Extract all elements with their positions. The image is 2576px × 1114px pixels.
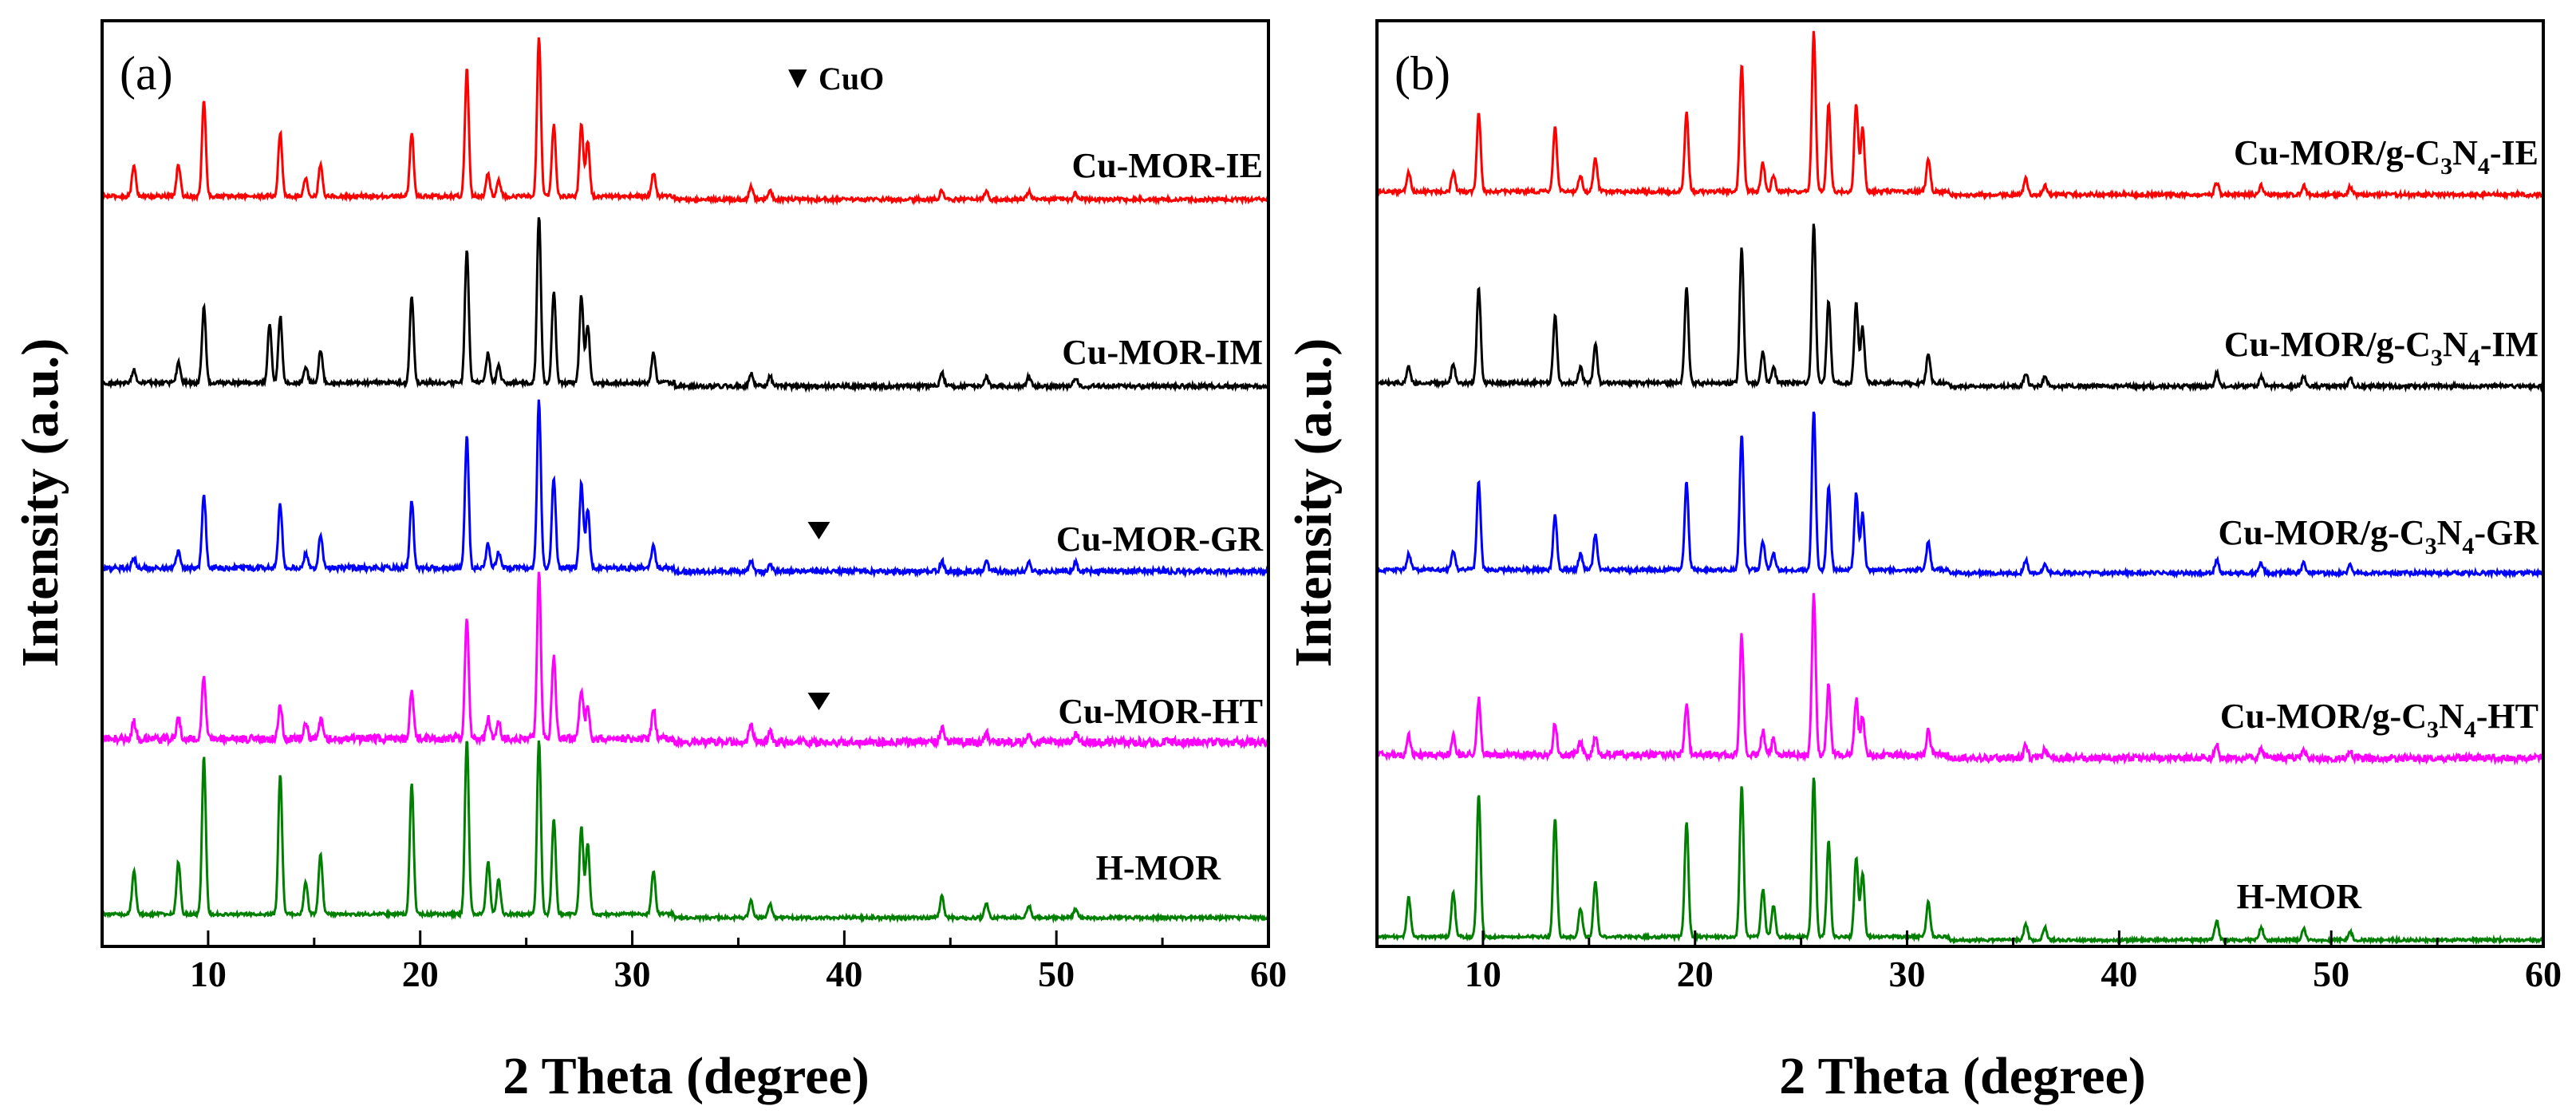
panel-label-b: (b) [1395,47,1450,100]
traces-b [1375,30,2545,946]
panel-a: Intensity (a.u.) 2 Theta (degree) (a) ▼ … [11,19,1287,1105]
series-label-a-0: Cu-MOR-IE [1071,146,1263,185]
series-labels-a: Cu-MOR-IE Cu-MOR-IM Cu-MOR-GR Cu-MOR-HT … [1056,146,1264,887]
trace-b-4 [1375,777,2545,946]
trace-a-0 [101,37,1270,206]
x-tick-label-b-20: 20 [1677,954,1714,994]
series-label-a-1: Cu-MOR-IM [1062,333,1263,372]
trace-a-4 [101,740,1270,924]
panel-label-a: (a) [120,47,173,100]
x-axis-title-a: 2 Theta (degree) [503,1047,869,1105]
x-tick-label-a-60: 60 [1250,954,1287,994]
x-tick-label-a-10: 10 [190,954,227,994]
series-label-a-4: H-MOR [1096,848,1222,887]
x-tick-label-a-30: 30 [614,954,651,994]
trace-a-1 [101,217,1269,393]
cuo-legend-marker: ▼ [782,59,814,95]
x-tick-label-b-50: 50 [2313,954,2349,994]
series-label-b-3: Cu-MOR/g-C3N4-HT [2220,697,2539,743]
trace-a-2 [101,399,1270,579]
traces-a [101,37,1270,924]
trace-b-1 [1376,223,2545,393]
series-label-a-2: Cu-MOR-GR [1056,519,1264,559]
plot-frame-b [1375,19,2545,948]
plot-frame-a [101,19,1270,948]
series-label-b-2: Cu-MOR/g-C3N4-GR [2218,513,2539,559]
series-label-b-1: Cu-MOR/g-C3N4-IM [2224,325,2539,371]
x-tick-label-a-50: 50 [1038,954,1075,994]
x-ticks-b: 10 20 30 40 50 60 [1375,930,2562,994]
x-tick-label-a-40: 40 [826,954,862,994]
y-axis-title-a: Intensity (a.u.) [11,338,69,668]
trace-b-3 [1375,593,2544,766]
trace-b-0 [1375,30,2544,201]
x-tick-label-b-10: 10 [1465,954,1501,994]
trace-a-3 [101,571,1270,750]
trace-b-2 [1375,411,2545,580]
series-label-b-4: H-MOR [2237,877,2363,916]
x-tick-label-b-40: 40 [2101,954,2137,994]
x-tick-label-b-60: 60 [2525,954,2562,994]
cuo-marker-a-2-0 [807,522,830,539]
x-ticks-a: 10 20 30 40 50 60 [101,930,1287,994]
panel-b: Intensity (a.u.) 2 Theta (degree) (b) 10… [1284,19,2562,1105]
x-tick-label-a-20: 20 [402,954,439,994]
series-label-b-0: Cu-MOR/g-C3N4-IE [2234,133,2539,180]
series-labels-b: Cu-MOR/g-C3N4-IE Cu-MOR/g-C3N4-IM Cu-MOR… [2218,133,2539,916]
series-label-a-3: Cu-MOR-HT [1058,692,1263,731]
x-axis-title-b: 2 Theta (degree) [1779,1047,2145,1105]
cuo-legend: ▼ CuO [782,59,884,97]
y-axis-title-b: Intensity (a.u.) [1284,338,1343,668]
x-tick-label-b-30: 30 [1889,954,1926,994]
cuo-legend-label: CuO [819,61,884,97]
cuo-marker-a-3-0 [807,693,830,710]
